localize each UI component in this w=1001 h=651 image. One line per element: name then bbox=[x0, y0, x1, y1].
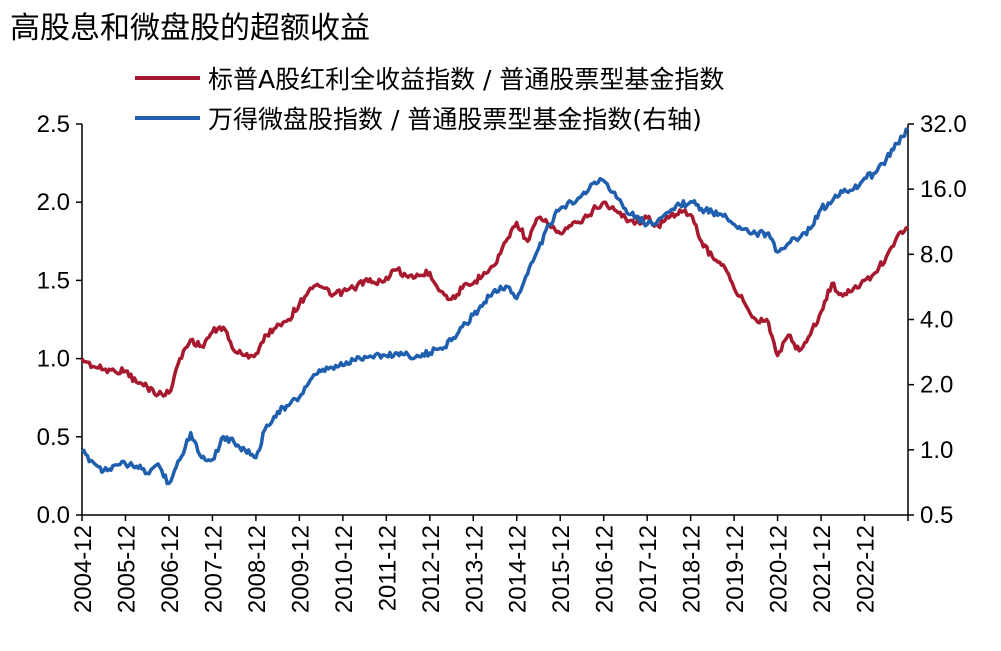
x-tick-label-16: 2020-12 bbox=[766, 525, 793, 613]
axes: 0.0 0.5 1.0 1.5 2.0 2.5 0.5 1.0 2.0 4.0 8.0 16.0 32.… bbox=[37, 111, 967, 613]
right-tick-label-4: 8.0 bbox=[920, 241, 953, 268]
x-tick-label-18: 2022-12 bbox=[853, 525, 880, 613]
right-tick-label-0: 0.5 bbox=[920, 502, 953, 529]
x-tick-label-4: 2008-12 bbox=[244, 525, 271, 613]
series-layer bbox=[80, 127, 909, 486]
left-tick-label-1: 0.5 bbox=[37, 424, 70, 451]
x-tick-label-12: 2016-12 bbox=[592, 525, 619, 613]
right-tick-label-6: 32.0 bbox=[920, 111, 967, 138]
chart-title: 高股息和微盘股的超额收益 bbox=[10, 11, 370, 46]
x-tick-label-6: 2010-12 bbox=[331, 525, 358, 613]
legend: 标普A股红利全收益指数 / 普通股票型基金指数 万得微盘股指数 / 普通股票型基… bbox=[135, 65, 724, 134]
series-line-dividend bbox=[80, 200, 909, 398]
x-tick-label-11: 2015-12 bbox=[548, 525, 575, 613]
x-tick-label-10: 2014-12 bbox=[505, 525, 532, 613]
x-tick-label-8: 2012-12 bbox=[418, 525, 445, 613]
x-tick-label-13: 2017-12 bbox=[635, 525, 662, 613]
right-tick-label-3: 4.0 bbox=[920, 307, 953, 334]
x-tick-label-9: 2013-12 bbox=[461, 525, 488, 613]
legend-label-microcap: 万得微盘股指数 / 普通股票型基金指数(右轴) bbox=[208, 105, 702, 134]
x-tick-label-1: 2005-12 bbox=[113, 525, 140, 613]
left-tick-label-2: 1.0 bbox=[37, 346, 70, 373]
right-tick-label-2: 2.0 bbox=[920, 372, 953, 399]
x-tick-label-3: 2007-12 bbox=[200, 525, 227, 613]
legend-label-dividend: 标普A股红利全收益指数 / 普通股票型基金指数 bbox=[208, 65, 724, 94]
left-tick-label-3: 1.5 bbox=[37, 267, 70, 294]
left-tick-label-0: 0.0 bbox=[37, 502, 70, 529]
x-tick-label-5: 2009-12 bbox=[287, 525, 314, 613]
x-tick-label-14: 2018-12 bbox=[679, 525, 706, 613]
x-tick-label-17: 2021-12 bbox=[809, 525, 836, 613]
left-tick-label-4: 2.0 bbox=[37, 189, 70, 216]
right-tick-label-5: 16.0 bbox=[920, 176, 967, 203]
x-tick-label-15: 2019-12 bbox=[722, 525, 749, 613]
x-tick-label-7: 2011-12 bbox=[374, 525, 401, 611]
right-tick-label-1: 1.0 bbox=[920, 437, 953, 464]
left-tick-label-5: 2.5 bbox=[37, 111, 70, 138]
x-tick-label-0: 2004-12 bbox=[70, 525, 97, 613]
x-tick-label-2: 2006-12 bbox=[157, 525, 184, 613]
series-line-microcap bbox=[80, 127, 909, 486]
